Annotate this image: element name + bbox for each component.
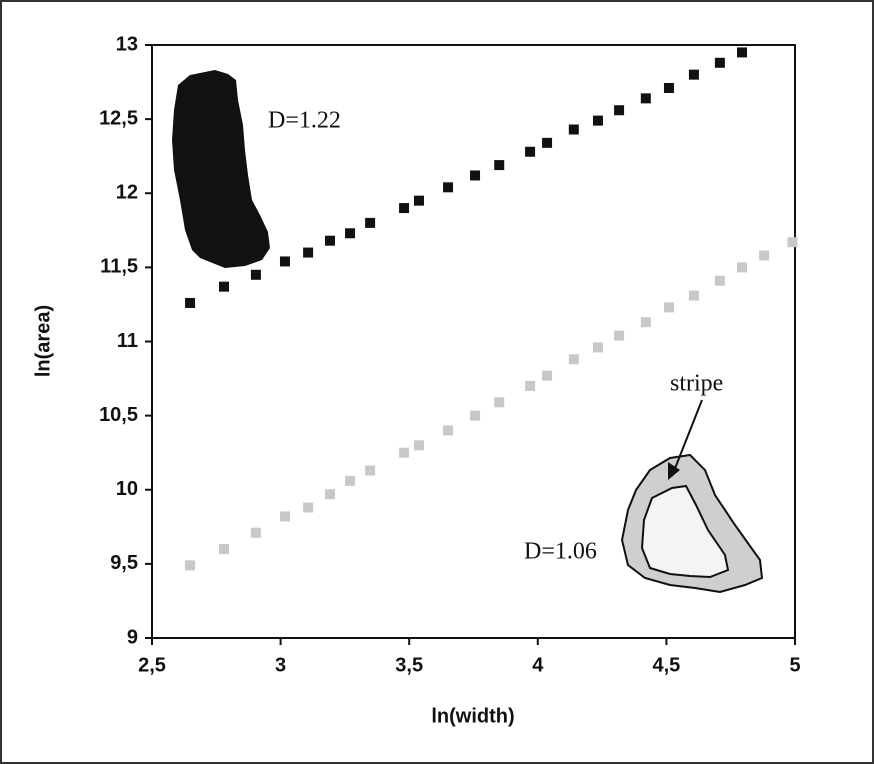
point <box>303 247 314 258</box>
point <box>737 262 748 273</box>
point <box>399 447 410 458</box>
point <box>614 330 625 341</box>
x-tick-label: 5 <box>789 654 800 676</box>
point <box>324 235 335 246</box>
point <box>663 82 674 93</box>
point <box>413 195 424 206</box>
point <box>737 47 748 58</box>
point <box>279 256 290 267</box>
x-axis-label: ln(width) <box>431 705 514 727</box>
arrow-head <box>668 462 680 480</box>
point <box>443 182 454 193</box>
x-tick-label: 3,5 <box>395 654 423 676</box>
point <box>640 317 651 328</box>
point <box>614 105 625 116</box>
point <box>443 425 454 436</box>
point <box>470 170 481 181</box>
point <box>365 465 376 476</box>
point <box>250 269 261 280</box>
point <box>688 290 699 301</box>
point <box>185 297 196 308</box>
y-axis-label: ln(area) <box>32 305 54 377</box>
point <box>640 93 651 104</box>
annotation: D=1.22 <box>268 108 341 134</box>
point <box>592 342 603 353</box>
y-tick-label: 12,5 <box>99 107 138 129</box>
point <box>759 250 770 261</box>
arrow <box>671 399 703 477</box>
annotation: stripe <box>670 371 723 397</box>
point <box>568 124 579 135</box>
point <box>494 397 505 408</box>
point <box>219 544 230 555</box>
blob-shape <box>172 70 270 268</box>
point <box>219 281 230 292</box>
y-tick-label: 9,5 <box>110 552 138 574</box>
point <box>494 160 505 171</box>
y-tick-label: 9 <box>127 626 138 648</box>
point <box>568 354 579 365</box>
x-tick-label: 4,5 <box>652 654 680 676</box>
point <box>345 475 356 486</box>
y-tick-label: 10 <box>116 478 138 500</box>
point <box>413 440 424 451</box>
point <box>542 370 553 381</box>
point <box>365 217 376 228</box>
y-tick-label: 13 <box>116 33 138 55</box>
point <box>525 380 536 391</box>
point <box>663 302 674 313</box>
point <box>714 57 725 68</box>
point <box>688 69 699 80</box>
x-tick-label: 4 <box>532 654 544 676</box>
annotation: D=1.06 <box>524 539 597 565</box>
x-tick-label: 2,5 <box>138 654 166 676</box>
point <box>250 527 261 538</box>
point <box>470 410 481 421</box>
point <box>303 502 314 513</box>
y-tick-label: 10,5 <box>99 404 138 426</box>
y-tick-label: 12 <box>116 182 138 204</box>
y-tick-label: 11 <box>117 330 138 352</box>
point <box>279 511 290 522</box>
point <box>787 237 798 248</box>
point <box>185 560 196 571</box>
x-tick-label: 3 <box>275 654 286 676</box>
point <box>714 275 725 286</box>
point <box>324 489 335 500</box>
point <box>525 146 536 157</box>
ring-inner <box>640 484 730 579</box>
point <box>345 228 356 239</box>
point <box>542 137 553 148</box>
point <box>399 203 410 214</box>
point <box>592 115 603 126</box>
y-tick-label: 11,5 <box>100 256 138 278</box>
